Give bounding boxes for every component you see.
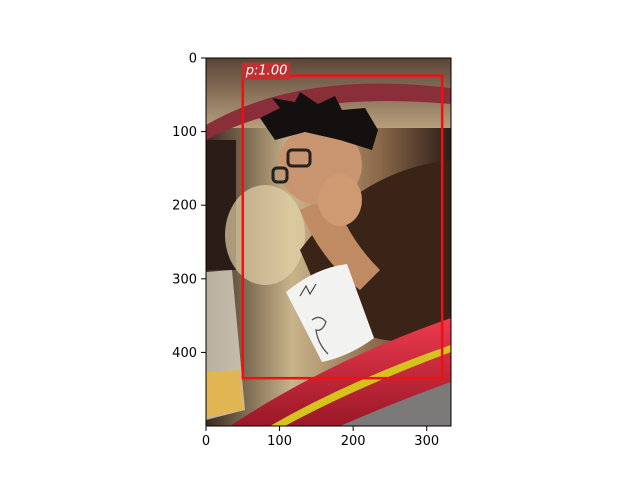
photo [206,58,451,426]
detections: p:1.00 [241,62,444,380]
y-tick-label: 0 [189,52,197,67]
y-axis: 0 100 200 300 400 [172,52,206,361]
y-tick-label: 100 [172,125,197,140]
x-tick-label: 100 [267,434,292,449]
y-tick-label: 200 [172,199,197,214]
detection-box [241,74,444,380]
axes-frame [205,57,452,427]
y-tick-label: 300 [172,272,197,287]
y-tick-label: 400 [172,346,197,361]
x-tick-label: 0 [202,434,210,449]
x-axis: 0 100 200 300 [202,426,439,449]
x-tick-label: 300 [414,434,439,449]
x-tick-label: 200 [341,434,366,449]
detection-label: p:1.00 [245,64,288,79]
detection-label-background [241,62,291,80]
